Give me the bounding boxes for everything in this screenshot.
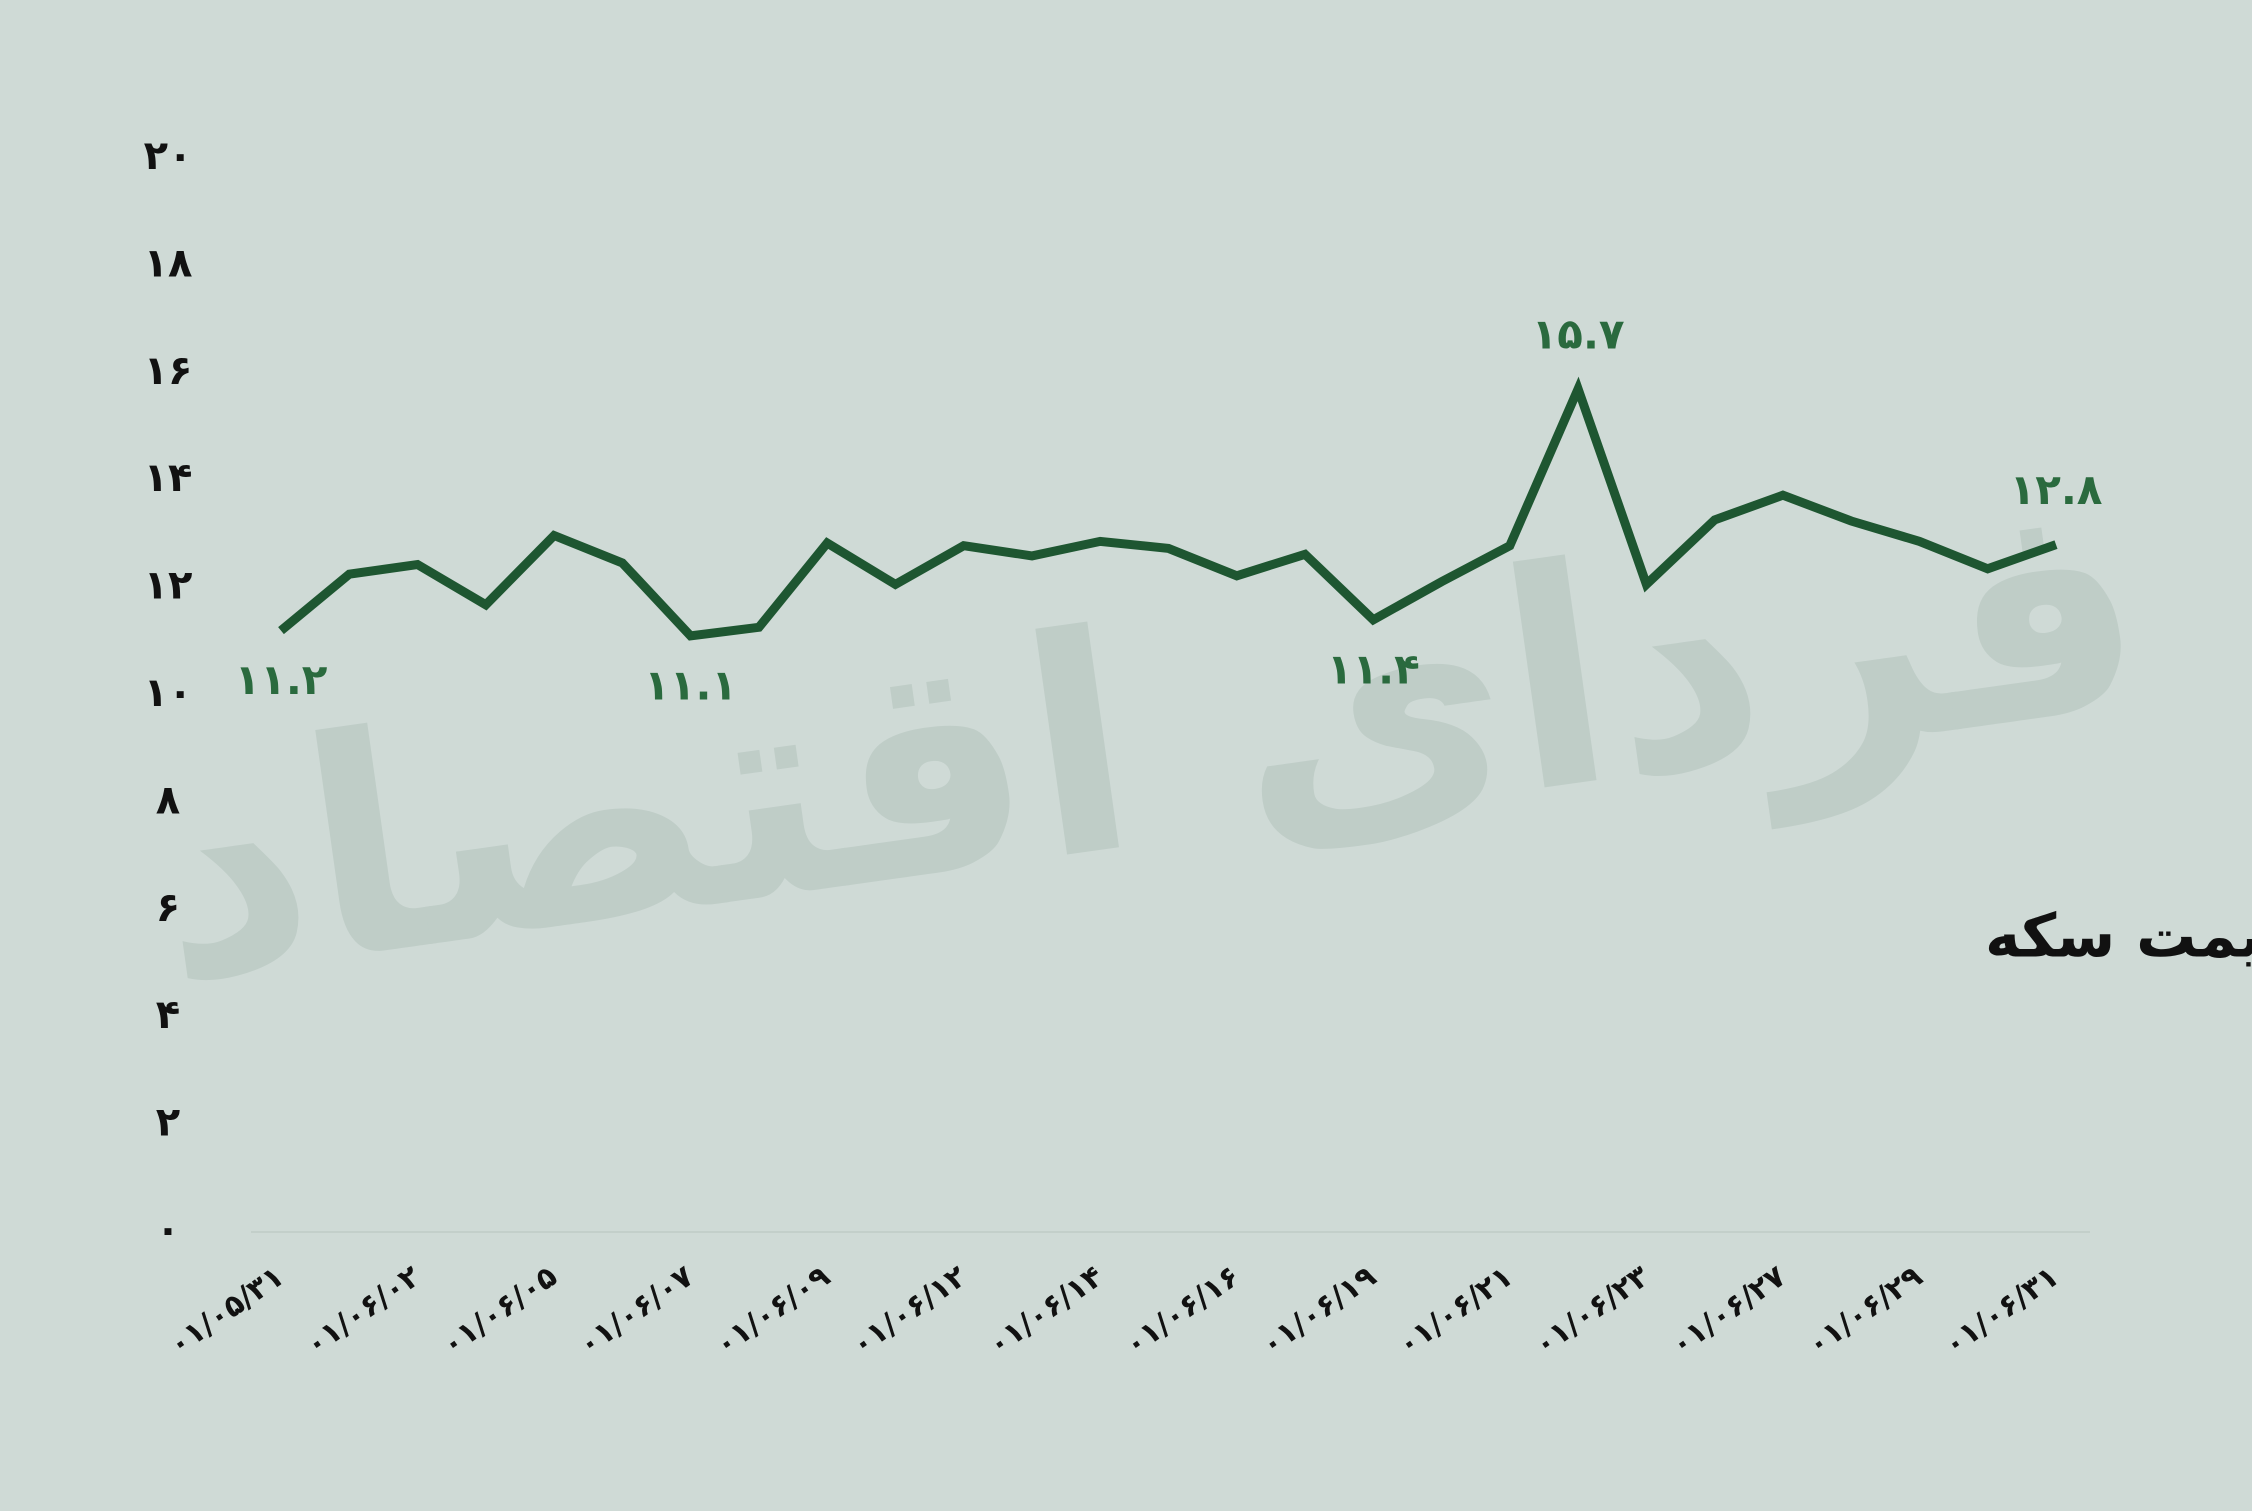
y-tick-label: ۱۰ xyxy=(144,670,193,716)
line xyxy=(278,376,2058,641)
value-label: ۱۵.۷ xyxy=(1532,309,1625,358)
chart-title: درصد حباب از قیمت سکه xyxy=(1985,902,2252,972)
value-label: ۱۲.۸ xyxy=(2010,465,2103,514)
y-tick-label: ۴ xyxy=(156,992,180,1038)
value-label: ۱۱.۲ xyxy=(235,655,328,704)
y-tick-label: ۲ xyxy=(156,1100,180,1146)
y-tick-label: ۱۲ xyxy=(144,563,193,609)
y-tick-label: ۸ xyxy=(156,777,180,823)
y-tick-label: ۰ xyxy=(156,1207,180,1253)
y-tick-label: ۱۶ xyxy=(144,348,193,394)
y-tick-label: ۲۰ xyxy=(144,133,193,179)
y-tick-label: ۱۸ xyxy=(144,240,193,286)
y-tick-label: ۶ xyxy=(156,885,180,931)
value-label: ۱۱.۴ xyxy=(1327,644,1420,693)
y-tick-label: ۱۴ xyxy=(144,455,193,501)
value-label: ۱۱.۱ xyxy=(644,660,737,709)
